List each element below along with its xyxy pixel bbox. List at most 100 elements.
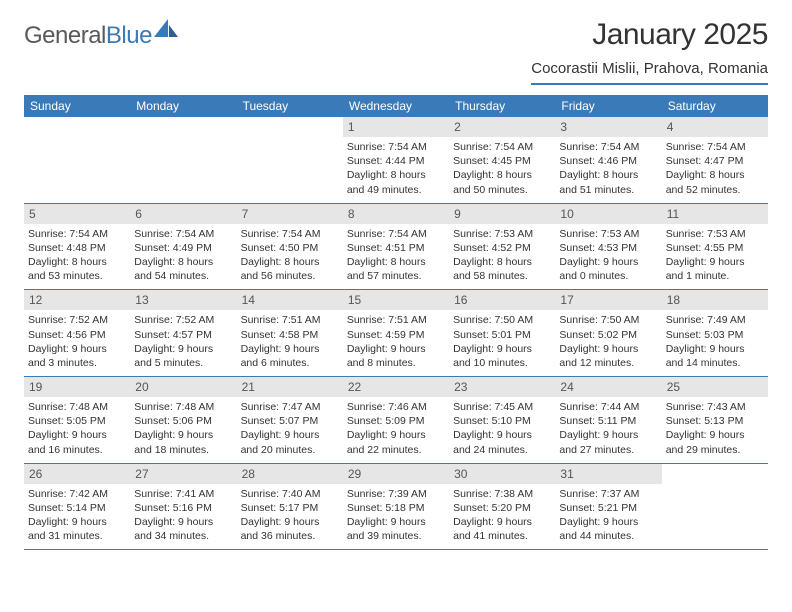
- title-block: January 2025 Cocorastii Mislii, Prahova,…: [531, 18, 768, 85]
- day-line-d2: and 31 minutes.: [28, 529, 126, 543]
- location-text: Cocorastii Mislii, Prahova, Romania: [531, 60, 768, 85]
- day-body: Sunrise: 7:48 AMSunset: 5:06 PMDaylight:…: [130, 397, 236, 463]
- day-line-d2: and 6 minutes.: [241, 356, 339, 370]
- day-line-ss: Sunset: 5:02 PM: [559, 328, 657, 342]
- day-line-ss: Sunset: 5:01 PM: [453, 328, 551, 342]
- day-line-ss: Sunset: 5:21 PM: [559, 501, 657, 515]
- day-cell: 10Sunrise: 7:53 AMSunset: 4:53 PMDayligh…: [555, 204, 661, 290]
- day-line-d2: and 51 minutes.: [559, 183, 657, 197]
- brand-word1: General: [24, 22, 106, 49]
- day-number: 21: [237, 377, 343, 397]
- day-line-sr: Sunrise: 7:49 AM: [666, 313, 764, 327]
- day-number: 7: [237, 204, 343, 224]
- day-body: Sunrise: 7:53 AMSunset: 4:52 PMDaylight:…: [449, 224, 555, 290]
- day-number: 12: [24, 290, 130, 310]
- day-cell: 11Sunrise: 7:53 AMSunset: 4:55 PMDayligh…: [662, 204, 768, 290]
- day-line-ss: Sunset: 5:18 PM: [347, 501, 445, 515]
- day-line-d2: and 14 minutes.: [666, 356, 764, 370]
- day-cell: 21Sunrise: 7:47 AMSunset: 5:07 PMDayligh…: [237, 377, 343, 463]
- brand-logo: GeneralBlue: [24, 22, 180, 50]
- day-body: Sunrise: 7:47 AMSunset: 5:07 PMDaylight:…: [237, 397, 343, 463]
- day-line-ss: Sunset: 5:09 PM: [347, 414, 445, 428]
- day-cell: 9Sunrise: 7:53 AMSunset: 4:52 PMDaylight…: [449, 204, 555, 290]
- day-line-sr: Sunrise: 7:54 AM: [453, 140, 551, 154]
- day-body: Sunrise: 7:42 AMSunset: 5:14 PMDaylight:…: [24, 484, 130, 550]
- day-body: Sunrise: 7:40 AMSunset: 5:17 PMDaylight:…: [237, 484, 343, 550]
- day-line-d2: and 20 minutes.: [241, 443, 339, 457]
- day-line-ss: Sunset: 5:14 PM: [28, 501, 126, 515]
- day-cell: 25Sunrise: 7:43 AMSunset: 5:13 PMDayligh…: [662, 377, 768, 463]
- day-line-sr: Sunrise: 7:50 AM: [453, 313, 551, 327]
- day-cell: 29Sunrise: 7:39 AMSunset: 5:18 PMDayligh…: [343, 464, 449, 550]
- day-line-sr: Sunrise: 7:54 AM: [559, 140, 657, 154]
- day-line-ss: Sunset: 4:55 PM: [666, 241, 764, 255]
- day-line-d2: and 24 minutes.: [453, 443, 551, 457]
- day-line-d1: Daylight: 9 hours: [559, 342, 657, 356]
- day-line-sr: Sunrise: 7:54 AM: [347, 227, 445, 241]
- day-line-d1: Daylight: 8 hours: [559, 168, 657, 182]
- day-body: Sunrise: 7:53 AMSunset: 4:53 PMDaylight:…: [555, 224, 661, 290]
- day-line-ss: Sunset: 5:17 PM: [241, 501, 339, 515]
- day-line-sr: Sunrise: 7:53 AM: [559, 227, 657, 241]
- day-cell: 30Sunrise: 7:38 AMSunset: 5:20 PMDayligh…: [449, 464, 555, 550]
- day-number: 2: [449, 117, 555, 137]
- day-number: 28: [237, 464, 343, 484]
- day-line-d2: and 10 minutes.: [453, 356, 551, 370]
- day-line-ss: Sunset: 5:10 PM: [453, 414, 551, 428]
- day-line-d2: and 29 minutes.: [666, 443, 764, 457]
- day-body: Sunrise: 7:52 AMSunset: 4:56 PMDaylight:…: [24, 310, 130, 376]
- day-line-d2: and 54 minutes.: [134, 269, 232, 283]
- day-line-d1: Daylight: 9 hours: [28, 342, 126, 356]
- day-line-d1: Daylight: 9 hours: [453, 428, 551, 442]
- day-cell: 1Sunrise: 7:54 AMSunset: 4:44 PMDaylight…: [343, 117, 449, 203]
- day-cell: 31Sunrise: 7:37 AMSunset: 5:21 PMDayligh…: [555, 464, 661, 550]
- day-number: 27: [130, 464, 236, 484]
- week-row: 26Sunrise: 7:42 AMSunset: 5:14 PMDayligh…: [24, 464, 768, 551]
- week-row: 12Sunrise: 7:52 AMSunset: 4:56 PMDayligh…: [24, 290, 768, 377]
- day-line-sr: Sunrise: 7:52 AM: [28, 313, 126, 327]
- day-line-sr: Sunrise: 7:54 AM: [241, 227, 339, 241]
- day-cell: 22Sunrise: 7:46 AMSunset: 5:09 PMDayligh…: [343, 377, 449, 463]
- day-cell: 3Sunrise: 7:54 AMSunset: 4:46 PMDaylight…: [555, 117, 661, 203]
- day-line-ss: Sunset: 5:06 PM: [134, 414, 232, 428]
- day-number: [24, 117, 130, 137]
- day-number: [130, 117, 236, 137]
- day-line-d2: and 56 minutes.: [241, 269, 339, 283]
- day-number: 23: [449, 377, 555, 397]
- day-line-sr: Sunrise: 7:54 AM: [347, 140, 445, 154]
- day-body: Sunrise: 7:38 AMSunset: 5:20 PMDaylight:…: [449, 484, 555, 550]
- day-line-d2: and 12 minutes.: [559, 356, 657, 370]
- day-line-d1: Daylight: 8 hours: [347, 168, 445, 182]
- day-line-ss: Sunset: 4:53 PM: [559, 241, 657, 255]
- day-cell: 24Sunrise: 7:44 AMSunset: 5:11 PMDayligh…: [555, 377, 661, 463]
- day-cell: [237, 117, 343, 203]
- day-number: [662, 464, 768, 484]
- day-cell: 8Sunrise: 7:54 AMSunset: 4:51 PMDaylight…: [343, 204, 449, 290]
- day-body: Sunrise: 7:54 AMSunset: 4:51 PMDaylight:…: [343, 224, 449, 290]
- day-line-d2: and 58 minutes.: [453, 269, 551, 283]
- day-line-ss: Sunset: 4:47 PM: [666, 154, 764, 168]
- day-line-sr: Sunrise: 7:54 AM: [28, 227, 126, 241]
- day-cell: [24, 117, 130, 203]
- day-line-d1: Daylight: 9 hours: [453, 342, 551, 356]
- day-line-d1: Daylight: 8 hours: [347, 255, 445, 269]
- day-number: 31: [555, 464, 661, 484]
- day-body: Sunrise: 7:49 AMSunset: 5:03 PMDaylight:…: [662, 310, 768, 376]
- day-line-d2: and 41 minutes.: [453, 529, 551, 543]
- day-line-d1: Daylight: 8 hours: [134, 255, 232, 269]
- day-line-d1: Daylight: 9 hours: [559, 515, 657, 529]
- day-line-d1: Daylight: 9 hours: [666, 342, 764, 356]
- day-cell: [662, 464, 768, 550]
- day-number: 16: [449, 290, 555, 310]
- day-number: 26: [24, 464, 130, 484]
- day-body: Sunrise: 7:44 AMSunset: 5:11 PMDaylight:…: [555, 397, 661, 463]
- day-line-d2: and 34 minutes.: [134, 529, 232, 543]
- day-line-d1: Daylight: 8 hours: [666, 168, 764, 182]
- day-line-d1: Daylight: 9 hours: [28, 428, 126, 442]
- day-number: 25: [662, 377, 768, 397]
- week-row: 5Sunrise: 7:54 AMSunset: 4:48 PMDaylight…: [24, 204, 768, 291]
- day-body: Sunrise: 7:43 AMSunset: 5:13 PMDaylight:…: [662, 397, 768, 463]
- day-line-ss: Sunset: 5:03 PM: [666, 328, 764, 342]
- day-number: 10: [555, 204, 661, 224]
- day-cell: 17Sunrise: 7:50 AMSunset: 5:02 PMDayligh…: [555, 290, 661, 376]
